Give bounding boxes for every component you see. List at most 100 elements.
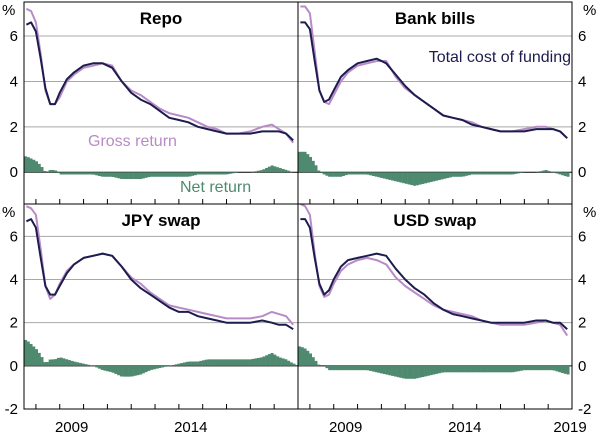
- net-return-bar: [467, 365, 471, 373]
- net-return-bar: [495, 365, 499, 373]
- net-return-bar: [182, 362, 186, 366]
- net-return-bar: [229, 172, 233, 174]
- net-return-bar: [402, 365, 406, 379]
- net-return-bar: [152, 365, 156, 370]
- net-return-bar: [440, 172, 444, 180]
- net-return-bar: [328, 365, 332, 371]
- y-tick-label: 2: [10, 119, 18, 136]
- net-return-bar: [122, 172, 126, 180]
- net-return-bar: [528, 365, 532, 371]
- net-return-bar: [358, 172, 362, 175]
- net-return-bar: [465, 172, 469, 176]
- net-return-bar: [325, 365, 329, 369]
- net-return-bar: [273, 354, 277, 366]
- net-return-bar: [519, 172, 523, 173]
- net-return-bar: [87, 364, 91, 366]
- net-return-bar: [37, 352, 41, 366]
- net-return-bar: [100, 365, 104, 370]
- net-return-bar: [265, 355, 269, 366]
- net-return-bar: [56, 172, 60, 174]
- net-return-bar: [407, 365, 411, 379]
- net-return-bar: [445, 172, 449, 179]
- net-return-bar: [136, 172, 140, 180]
- net-return-bar: [147, 172, 151, 178]
- y-unit-label: %: [2, 204, 15, 221]
- net-return-bar: [506, 365, 510, 373]
- net-return-bar: [503, 365, 507, 373]
- net-return-bar: [465, 365, 469, 373]
- net-return-bar: [133, 365, 137, 376]
- net-return-bar: [114, 365, 118, 374]
- net-return-bar: [388, 365, 392, 376]
- net-return-bar: [435, 172, 439, 181]
- net-return-bar: [300, 347, 304, 366]
- net-return-bar: [161, 365, 165, 368]
- net-return-bar: [265, 167, 269, 173]
- net-return-bar: [155, 365, 159, 369]
- net-return-bar: [371, 365, 376, 372]
- net-return-bar: [404, 172, 408, 184]
- net-return-bar: [311, 160, 315, 173]
- net-return-bar: [54, 359, 58, 366]
- net-return-bar: [358, 365, 362, 371]
- net-return-bar: [276, 167, 280, 173]
- gross-return-line-repo: [25, 7, 294, 144]
- net-return-bar: [155, 172, 159, 177]
- net-return-bar: [421, 365, 425, 377]
- net-return-bar: [144, 172, 148, 178]
- net-return-bar: [229, 359, 233, 366]
- net-return-bar: [344, 365, 348, 371]
- net-return-bar: [254, 171, 258, 173]
- net-return-annotation: Net return: [180, 179, 251, 196]
- gross-return-line-usd-swap: [299, 203, 569, 337]
- net-return-bar: [533, 365, 537, 371]
- net-return-bar: [432, 365, 436, 375]
- net-return-bar: [396, 172, 400, 182]
- y-tick-label: 6: [578, 228, 586, 245]
- net-return-bar: [352, 172, 356, 175]
- net-return-bar: [270, 353, 274, 366]
- net-return-bar: [221, 172, 225, 175]
- net-return-bar: [54, 170, 58, 173]
- net-return-bar: [95, 172, 99, 176]
- net-return-bar: [256, 357, 260, 366]
- net-return-bar: [314, 360, 318, 366]
- net-return-bar: [48, 170, 52, 173]
- net-return-bar: [43, 170, 47, 173]
- net-return-bar: [481, 172, 485, 175]
- net-return-bar: [245, 359, 249, 366]
- net-return-bar: [224, 359, 228, 366]
- net-return-bar: [273, 166, 277, 173]
- net-return-bar: [437, 365, 441, 374]
- net-return-bar: [492, 365, 496, 373]
- net-return-bar: [418, 172, 422, 185]
- y-tick-label: 2: [10, 315, 18, 332]
- net-return-bar: [191, 172, 195, 176]
- net-return-bar: [333, 172, 337, 177]
- net-return-bar: [202, 172, 206, 175]
- net-return-bar: [393, 365, 397, 377]
- net-return-bar: [210, 172, 214, 175]
- net-return-bar: [193, 172, 197, 176]
- net-return-bar: [278, 357, 282, 366]
- net-return-bar: [284, 359, 288, 366]
- y-tick-label: 4: [10, 73, 18, 90]
- net-return-bar: [300, 151, 304, 173]
- net-return-bar: [97, 365, 102, 369]
- net-return-bar: [251, 358, 255, 366]
- net-return-bar: [484, 365, 488, 373]
- net-return-bar: [103, 365, 107, 371]
- net-return-bar: [459, 365, 463, 373]
- net-return-bar: [97, 172, 102, 176]
- y-unit-label: %: [583, 204, 596, 221]
- y-tick-label: 4: [10, 272, 18, 289]
- net-return-bar: [459, 172, 463, 177]
- net-return-bar: [152, 172, 156, 177]
- net-return-bar: [511, 365, 515, 373]
- net-return-bar: [558, 172, 562, 175]
- net-return-bar: [443, 365, 447, 373]
- net-return-bar: [292, 363, 296, 366]
- total-cost-annotation: Total cost of funding: [429, 49, 571, 66]
- net-return-bar: [314, 165, 318, 173]
- net-return-bar: [169, 172, 173, 177]
